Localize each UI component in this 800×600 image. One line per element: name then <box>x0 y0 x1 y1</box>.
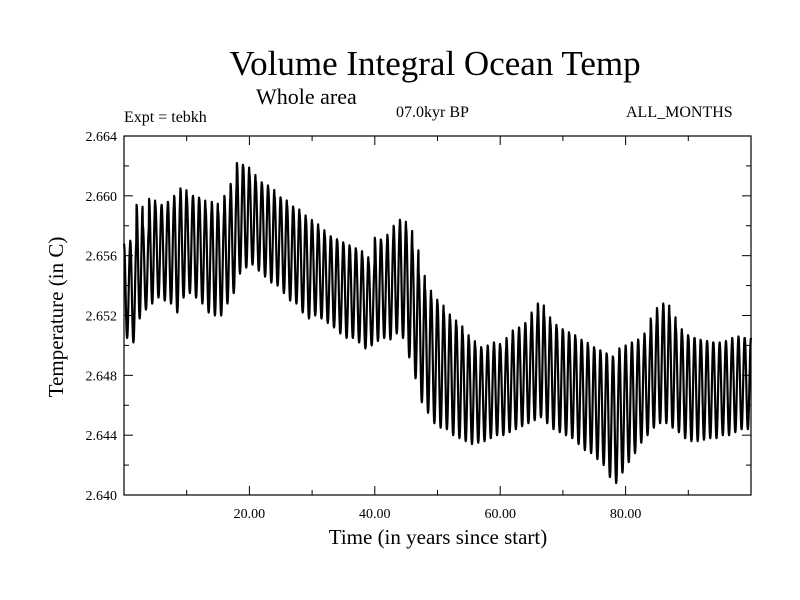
y-tick-label: 2.644 <box>86 429 118 444</box>
y-tick-label: 2.656 <box>86 250 118 265</box>
y-axis-label: Temperature (in C) <box>44 237 68 398</box>
y-tick-label: 2.648 <box>86 369 118 384</box>
chart-subtitle: Whole area <box>256 84 357 109</box>
x-axis-label: Time (in years since start) <box>329 525 548 549</box>
axis-layer: 2.640 2.644 2.648 2.652 2.656 2.660 2.664 20.00… <box>86 130 752 522</box>
series-layer <box>122 161 753 485</box>
series-line-0 <box>122 161 753 485</box>
experiment-label: Expt = tebkh <box>124 109 207 126</box>
chart-title: Volume Integral Ocean Temp <box>229 44 641 83</box>
x-tick-label: 40.00 <box>359 507 391 522</box>
x-tick-label: 80.00 <box>610 507 642 522</box>
x-tick-label: 20.00 <box>234 507 266 522</box>
x-tick-label: 60.00 <box>484 507 516 522</box>
y-tick-label: 2.652 <box>86 310 118 325</box>
months-label: ALL_MONTHS <box>626 104 733 121</box>
period-label: 07.0kyr BP <box>396 104 469 121</box>
y-tick-label: 2.640 <box>86 489 118 504</box>
y-tick-label: 2.664 <box>86 130 118 145</box>
y-tick-label: 2.660 <box>86 190 118 205</box>
